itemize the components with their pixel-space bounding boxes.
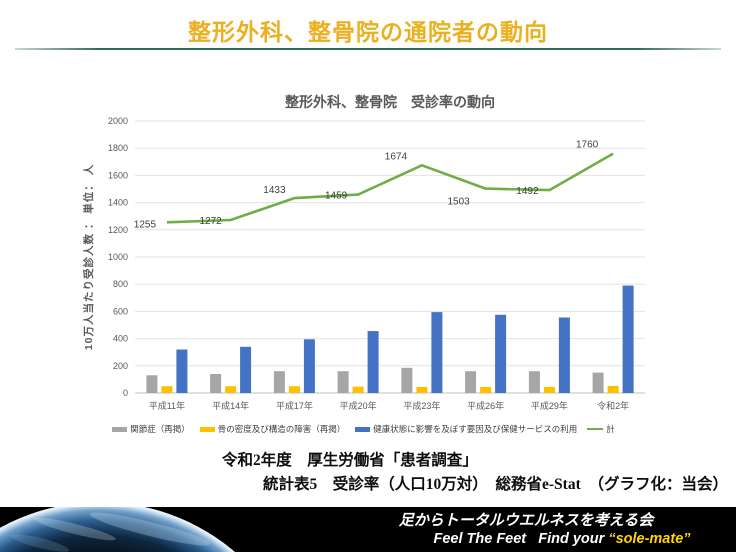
svg-text:2000: 2000 bbox=[108, 116, 128, 126]
legend-item: 関節症（再掲） bbox=[112, 423, 190, 435]
legend-item: 健康状態に影響を及ぼす要因及び保健サービスの利用 bbox=[355, 423, 577, 435]
svg-text:1200: 1200 bbox=[108, 225, 128, 235]
svg-text:平成20年: 平成20年 bbox=[340, 400, 377, 411]
svg-text:1674: 1674 bbox=[385, 151, 408, 162]
svg-text:1760: 1760 bbox=[576, 140, 599, 151]
caption-line-1: 令和2年度 厚生労働省「患者調査」 bbox=[222, 452, 478, 469]
svg-text:0: 0 bbox=[123, 388, 128, 398]
footer-tagline: Feel The Feet Find your “sole-mate” bbox=[402, 531, 722, 547]
svg-text:1459: 1459 bbox=[325, 191, 348, 202]
svg-text:1400: 1400 bbox=[108, 198, 128, 208]
svg-text:10万人当たり受診人数 ： 単位： 人: 10万人当たり受診人数 ： 単位： 人 bbox=[82, 164, 95, 350]
svg-text:平成14年: 平成14年 bbox=[212, 400, 249, 411]
footer-text: 足からトータルウエルネスを考える会 Feel The Feet Find you… bbox=[330, 509, 722, 547]
svg-text:1272: 1272 bbox=[199, 216, 222, 227]
svg-text:平成23年: 平成23年 bbox=[403, 400, 440, 411]
legend-item: 骨の密度及び構造の障害（再掲） bbox=[199, 423, 346, 435]
legend-label: 計 bbox=[606, 424, 615, 434]
tagline-prefix: Feel The Feet Find your bbox=[433, 531, 609, 547]
svg-text:平成26年: 平成26年 bbox=[467, 400, 504, 411]
svg-text:平成17年: 平成17年 bbox=[276, 400, 313, 411]
svg-text:平成11年: 平成11年 bbox=[149, 400, 185, 411]
caption-line-2: 統計表5 受診率（人口10万対） 総務省e-Stat （グラフ化：当会） bbox=[263, 476, 728, 493]
svg-text:1800: 1800 bbox=[108, 143, 128, 153]
footer-org: 足からトータルウエルネスを考える会 bbox=[398, 512, 654, 529]
chart-legend: 関節症（再掲） 骨の密度及び構造の障害（再掲） 健康状態に影響を及ぼす要因及び保健サ… bbox=[77, 423, 650, 435]
chart-panel: 0 200 400 600 800 1000 1200 1400 1600 1800 2000 平成1… bbox=[77, 83, 650, 440]
title-divider bbox=[15, 48, 721, 50]
svg-text:200: 200 bbox=[113, 361, 128, 371]
svg-text:1492: 1492 bbox=[516, 186, 539, 197]
svg-text:令和2年: 令和2年 bbox=[597, 400, 629, 411]
source-caption: 令和2年度 厚生労働省「患者調査」 統計表5 受診率（人口10万対） 総務省e-… bbox=[0, 449, 736, 497]
tagline-highlight: “sole-mate” bbox=[608, 531, 691, 547]
footer-bar: 足からトータルウエルネスを考える会 Feel The Feet Find you… bbox=[0, 507, 736, 552]
earth-image bbox=[0, 507, 300, 552]
svg-text:1600: 1600 bbox=[108, 170, 128, 180]
legend-bar-swatch bbox=[355, 426, 371, 432]
combo-chart: 0 200 400 600 800 1000 1200 1400 1600 1800 2000 平成1… bbox=[82, 94, 645, 411]
svg-text:整形外科、整骨院 受診率の動向: 整形外科、整骨院 受診率の動向 bbox=[284, 94, 495, 110]
legend-label: 骨の密度及び構造の障害（再掲） bbox=[217, 424, 346, 434]
slide-title: 整形外科、整骨院の通院者の動向 bbox=[188, 19, 548, 45]
svg-text:400: 400 bbox=[113, 334, 128, 344]
legend-label: 関節症（再掲） bbox=[130, 424, 190, 434]
legend-line-swatch bbox=[587, 427, 604, 431]
svg-text:1503: 1503 bbox=[447, 197, 470, 208]
svg-text:1255: 1255 bbox=[134, 219, 157, 230]
legend-bar-swatch bbox=[112, 426, 128, 432]
svg-text:600: 600 bbox=[113, 306, 128, 316]
svg-text:平成29年: 平成29年 bbox=[531, 400, 568, 411]
svg-text:1433: 1433 bbox=[263, 185, 286, 196]
legend-bar-swatch bbox=[199, 426, 215, 432]
svg-text:1000: 1000 bbox=[108, 252, 128, 262]
svg-text:800: 800 bbox=[113, 279, 128, 289]
legend-item: 計 bbox=[587, 423, 615, 435]
legend-label: 健康状態に影響を及ぼす要因及び保健サービスの利用 bbox=[373, 424, 578, 434]
